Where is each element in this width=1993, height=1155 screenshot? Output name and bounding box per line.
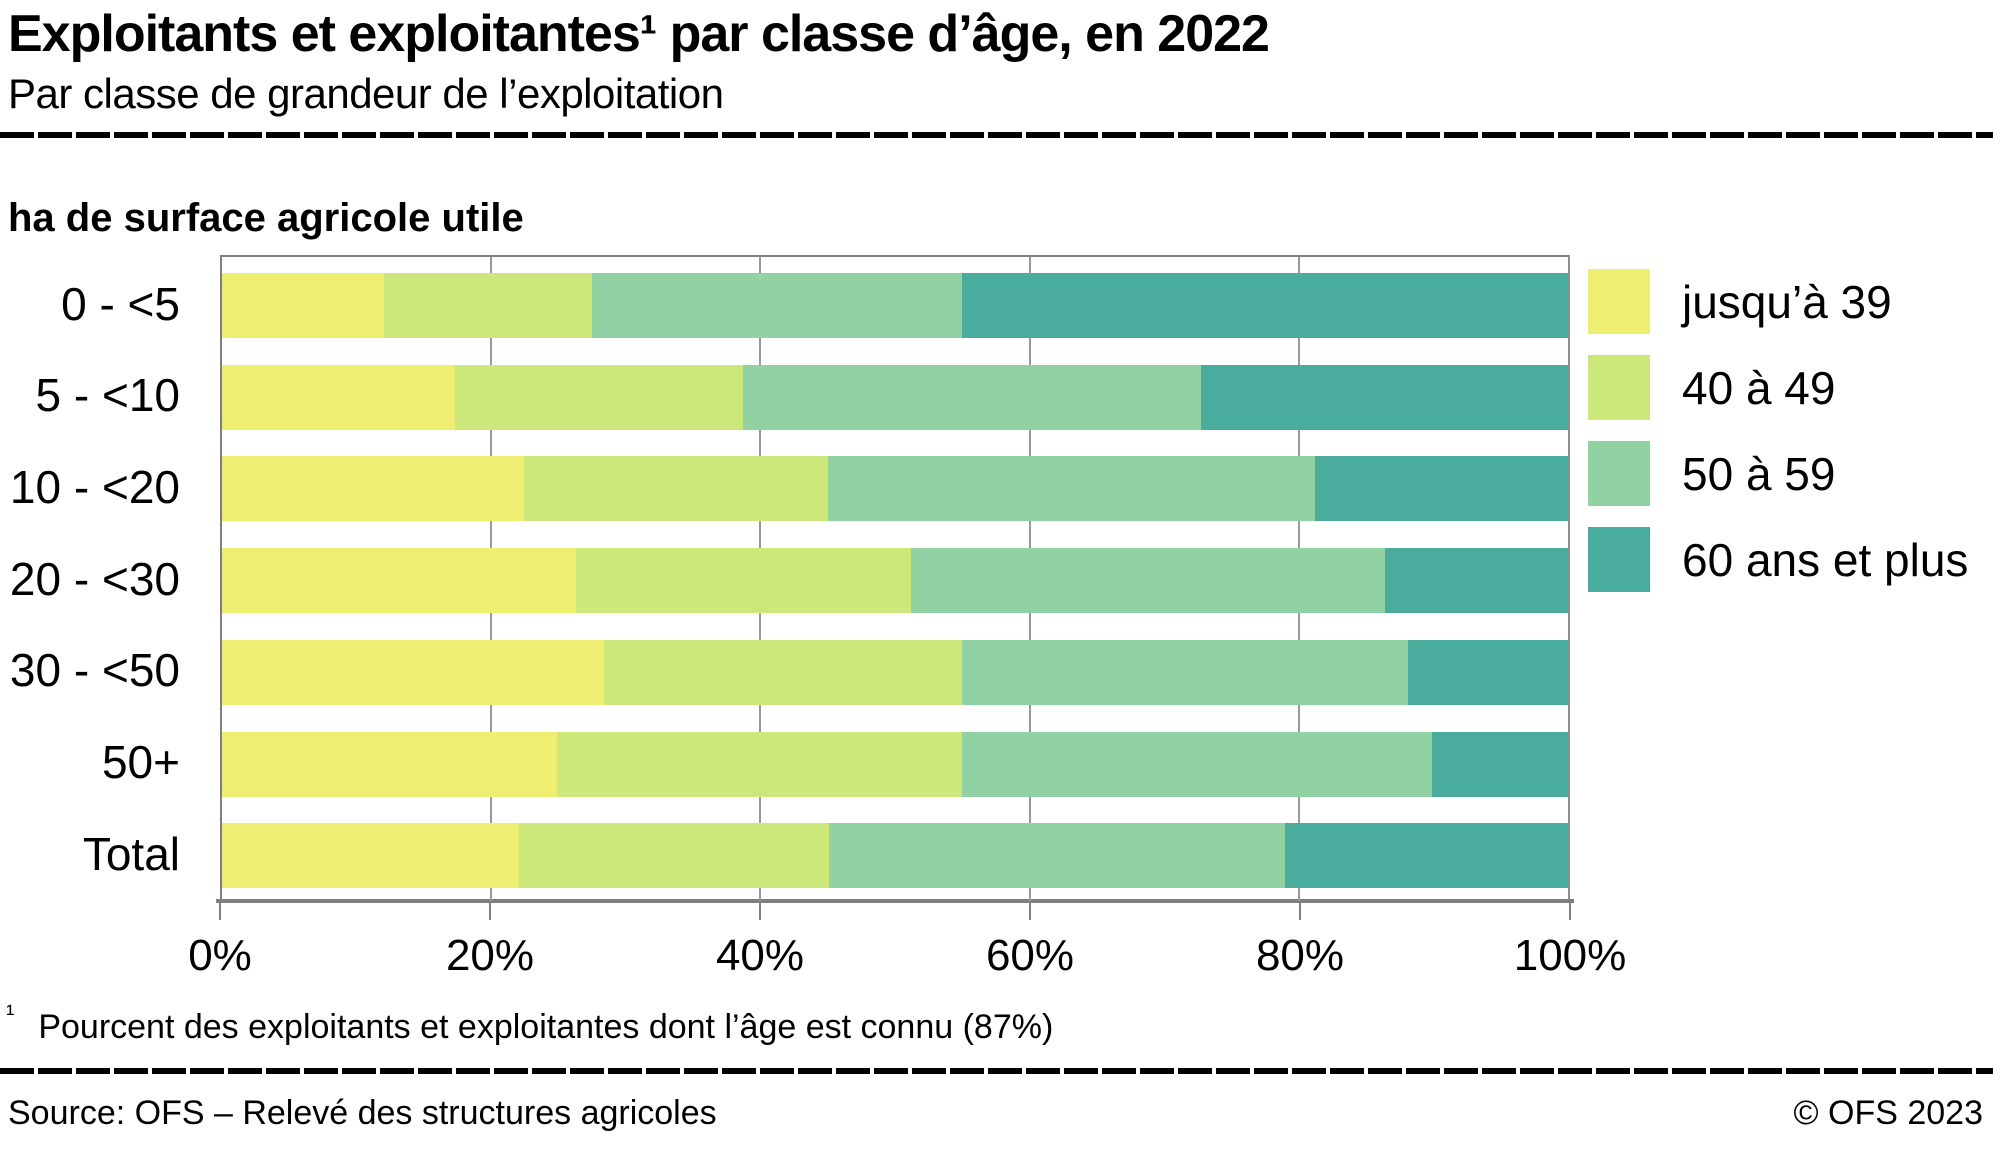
row-label: 50+ — [101, 736, 180, 788]
legend-label: 40 à 49 — [1682, 361, 1836, 414]
bar-segment — [454, 364, 743, 430]
footnote: ¹ Pourcent des exploitants et exploitante… — [6, 1000, 1053, 1047]
bar-segment — [829, 823, 1286, 889]
row-label: 20 - <30 — [9, 552, 180, 605]
legend-label: 50 à 59 — [1682, 447, 1836, 500]
bar-segment — [962, 273, 1568, 338]
x-axis-tick — [1029, 903, 1031, 920]
x-axis-tick — [759, 903, 761, 920]
row-label: 30 - <50 — [9, 644, 180, 697]
bar-segment — [519, 823, 830, 889]
top-divider-line — [0, 132, 1993, 138]
bar-row — [222, 456, 1568, 522]
bar-row — [222, 364, 1568, 430]
bar-segment — [383, 273, 593, 338]
bar-segment — [557, 731, 963, 797]
bar-segment — [222, 273, 384, 338]
x-axis-line — [216, 899, 1574, 903]
legend-item: jusqu’à 39 — [1588, 269, 1892, 334]
bar-segment — [222, 731, 558, 797]
bar-segment — [1384, 548, 1568, 614]
bar-segment — [592, 273, 963, 338]
x-axis-tick-label: 100% — [1513, 931, 1627, 980]
bar-segment — [575, 548, 912, 614]
bar-segment — [523, 456, 828, 522]
legend-label: jusqu’à 39 — [1682, 275, 1892, 328]
legend-swatch — [1588, 441, 1650, 506]
x-axis-tick — [489, 903, 491, 920]
bar-segment — [222, 823, 520, 889]
legend-swatch — [1588, 269, 1650, 334]
bar-segment — [1285, 823, 1568, 889]
footnote-text: Pourcent des exploitants et exploitantes… — [38, 1008, 1054, 1046]
row-label: 10 - <20 — [9, 460, 180, 513]
x-axis-tick-label: 60% — [985, 931, 1075, 980]
y-axis-title: ha de surface agricole utile — [8, 196, 524, 240]
x-axis-tick — [1569, 903, 1571, 920]
bar-row — [222, 273, 1568, 338]
row-label: 5 - <10 — [35, 369, 181, 422]
bar-segment — [1407, 639, 1568, 705]
bar-segment — [222, 456, 524, 522]
bar-segment — [1200, 364, 1568, 430]
bar-segment — [962, 731, 1433, 797]
bar-segment — [1314, 456, 1568, 522]
bar-segment — [827, 456, 1315, 522]
bar-segment — [222, 639, 605, 705]
bar-segment — [222, 548, 576, 614]
x-axis-tick-label: 40% — [715, 931, 805, 980]
bar-row — [222, 823, 1568, 889]
bar-row — [222, 548, 1568, 614]
source-text: Source: OFS – Relevé des structures agri… — [8, 1094, 717, 1132]
chart-title: Exploitants et exploitantes¹ par classe … — [8, 5, 1270, 63]
footnote-marker: ¹ — [6, 1000, 15, 1028]
bar-row — [222, 731, 1568, 797]
row-labels: 0 - <5 5 - <10 10 - <20 20 - <30 30 - <50 50+… — [0, 255, 202, 901]
legend-item: 60 ans et plus — [1588, 527, 1968, 592]
row-label: 0 - <5 — [61, 277, 180, 330]
x-axis-tick-label: 80% — [1255, 931, 1345, 980]
legend-swatch — [1588, 527, 1650, 592]
legend: jusqu’à 39 40 à 49 50 à 59 60 ans et plus — [1588, 269, 1988, 609]
bar-segment — [604, 639, 963, 705]
bar-segment — [911, 548, 1385, 614]
chart-subtitle: Par classe de grandeur de l’exploitation — [8, 70, 724, 117]
bar-row — [222, 639, 1568, 705]
bar-segment — [962, 639, 1408, 705]
bar-segment — [742, 364, 1201, 430]
x-axis-tick-label: 0% — [188, 931, 252, 980]
legend-item: 50 à 59 — [1588, 441, 1835, 506]
bar-segment — [222, 364, 455, 430]
copyright-text: © OFS 2023 — [1793, 1094, 1983, 1132]
bar-segment — [1432, 731, 1568, 797]
x-axis-tick — [219, 903, 221, 920]
row-label: Total — [82, 827, 180, 880]
plot-area — [220, 255, 1570, 901]
legend-item: 40 à 49 — [1588, 355, 1835, 420]
bottom-divider-line — [0, 1068, 1993, 1074]
legend-label: 60 ans et plus — [1682, 533, 1969, 586]
x-axis-tick-label: 20% — [445, 931, 535, 980]
x-axis-tick — [1299, 903, 1301, 920]
legend-swatch — [1588, 355, 1650, 420]
